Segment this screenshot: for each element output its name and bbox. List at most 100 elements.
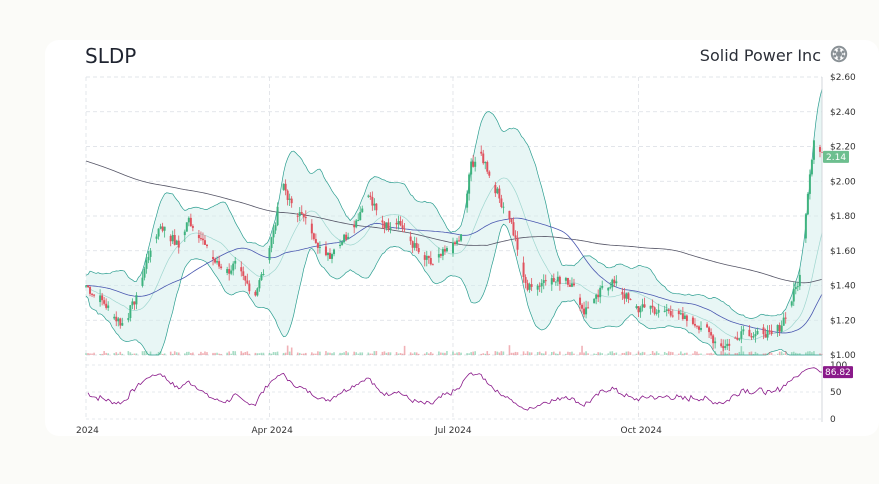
volume-bar <box>538 351 541 355</box>
volume-bar <box>452 351 454 355</box>
candle-body <box>312 233 315 240</box>
candle-body <box>712 335 715 344</box>
volume-bar <box>805 352 807 355</box>
volume-bar <box>809 351 811 355</box>
last-price-text: 2.14 <box>826 153 846 163</box>
candle-body <box>587 307 590 309</box>
volume-bar <box>403 345 406 355</box>
volume-bar <box>107 353 109 355</box>
candle-body <box>304 217 307 219</box>
volume-bar <box>117 353 120 355</box>
candle-body <box>159 226 162 229</box>
candle-body <box>445 248 448 252</box>
candle-body <box>119 318 122 326</box>
candle-body <box>677 310 680 315</box>
bollinger-band <box>85 88 823 356</box>
candle-body <box>665 309 668 311</box>
candle-body <box>724 346 727 348</box>
volume-bar <box>720 351 722 355</box>
candle-body <box>353 225 356 228</box>
candle-body <box>145 260 148 269</box>
candle-body <box>528 284 531 290</box>
candle-body <box>411 241 414 248</box>
candle-body <box>572 283 575 286</box>
candle-body <box>470 161 473 175</box>
candle-body <box>792 289 795 302</box>
candle-body <box>554 281 557 283</box>
candle-body <box>284 183 287 191</box>
volume-bar <box>218 353 220 355</box>
volume-bar <box>544 351 547 355</box>
date-tick-label: Apr 2024 <box>251 426 293 436</box>
candle-body <box>127 317 130 321</box>
candle-body <box>258 280 261 289</box>
candle-body <box>256 288 259 296</box>
volume-bar <box>595 353 597 355</box>
volume-bar <box>482 353 485 355</box>
volume-bar <box>302 353 305 355</box>
volume-bar <box>742 351 745 355</box>
candle-body <box>681 313 684 320</box>
candle-body <box>401 225 404 229</box>
volume-bar <box>813 351 815 355</box>
volume-bar <box>792 351 795 355</box>
candle-body <box>780 325 783 332</box>
volume-bar <box>502 351 505 355</box>
candle-body <box>540 283 543 287</box>
candle-body <box>708 327 711 333</box>
volume-bar <box>425 352 428 355</box>
volume-bar <box>651 351 654 355</box>
volume-bar <box>494 351 497 355</box>
candle-body <box>806 193 809 215</box>
price-tick-label: $1.00 <box>830 351 856 361</box>
candle-body <box>456 240 459 245</box>
volume-bar <box>524 353 527 355</box>
volume-bar <box>613 352 616 355</box>
candle-body <box>657 309 660 313</box>
candle-body <box>524 277 527 283</box>
volume-bar <box>625 351 628 355</box>
candle-body <box>175 240 178 245</box>
volume-bar <box>601 353 604 355</box>
candle-body <box>115 316 118 322</box>
volume-bar <box>409 352 412 355</box>
volume-bar <box>254 352 257 355</box>
date-tick-label: Jul 2024 <box>434 426 472 436</box>
candle-body <box>183 231 186 236</box>
volume-bar <box>313 353 315 355</box>
candle-body <box>583 308 586 315</box>
candle-body <box>113 316 116 319</box>
candle-body <box>778 324 781 332</box>
volume-bar <box>298 352 301 355</box>
candle-body <box>522 262 525 278</box>
candle-body <box>385 222 388 229</box>
candle-body <box>383 222 386 229</box>
candle-body <box>373 203 376 206</box>
candle-body <box>621 291 624 295</box>
volume-bar <box>397 353 400 355</box>
candle-body <box>756 330 759 335</box>
candle-body <box>508 210 511 219</box>
volume-bar <box>486 351 489 355</box>
volume-bar <box>522 351 525 355</box>
volume-bar <box>553 351 555 355</box>
volume-bar <box>272 352 275 355</box>
volume-bar <box>212 352 214 355</box>
volume-bar <box>770 352 773 355</box>
volume-bar <box>776 353 779 355</box>
candle-body <box>451 242 454 254</box>
volume-bar <box>488 353 491 355</box>
volume-bar <box>706 353 708 355</box>
bollinger-upper-line <box>85 88 823 319</box>
volume-bar <box>99 353 101 355</box>
volume-bar <box>260 352 263 355</box>
volume-bar <box>663 351 666 355</box>
volume-bar <box>780 351 783 355</box>
volume-bar <box>790 352 793 355</box>
volume-bar <box>228 351 230 355</box>
candle-body <box>216 261 219 263</box>
volume-bar <box>811 352 813 355</box>
candle-body <box>667 309 670 312</box>
candle-body <box>218 261 221 267</box>
volume-bar <box>528 352 531 355</box>
